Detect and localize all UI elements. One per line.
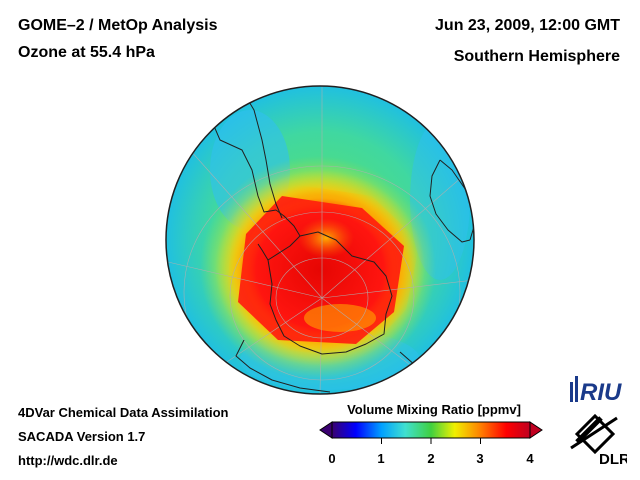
footer-line-2: SACADA Version 1.7 <box>18 429 146 444</box>
colorbar-tick-4: 4 <box>526 451 534 466</box>
hemisphere-label: Southern Hemisphere <box>453 48 620 65</box>
colorbar-tick-3: 3 <box>476 451 484 466</box>
dlr-logo-text: DLR <box>599 451 627 468</box>
date-label: Jun 23, 2009, 12:00 GMT <box>435 17 620 34</box>
title-line-2: Ozone at 55.4 hPa <box>18 44 155 61</box>
colorbar-title: Volume Mixing Ratio [ppmv] <box>347 402 521 417</box>
footer-line-1: 4DVar Chemical Data Assimilation <box>18 405 229 420</box>
colorbar <box>319 421 543 444</box>
colorbar-tick-2: 2 <box>427 451 435 466</box>
footer-link[interactable]: http://wdc.dlr.de <box>18 453 118 468</box>
riu-logo-text: RIU <box>580 379 622 406</box>
title-line-1: GOME–2 / MetOp Analysis <box>18 17 218 34</box>
colorbar-tick-1: 1 <box>377 451 385 466</box>
colorbar-tick-0: 0 <box>328 451 336 466</box>
dlr-logo: DLR <box>563 412 630 468</box>
riu-logo: RIU <box>566 372 630 406</box>
